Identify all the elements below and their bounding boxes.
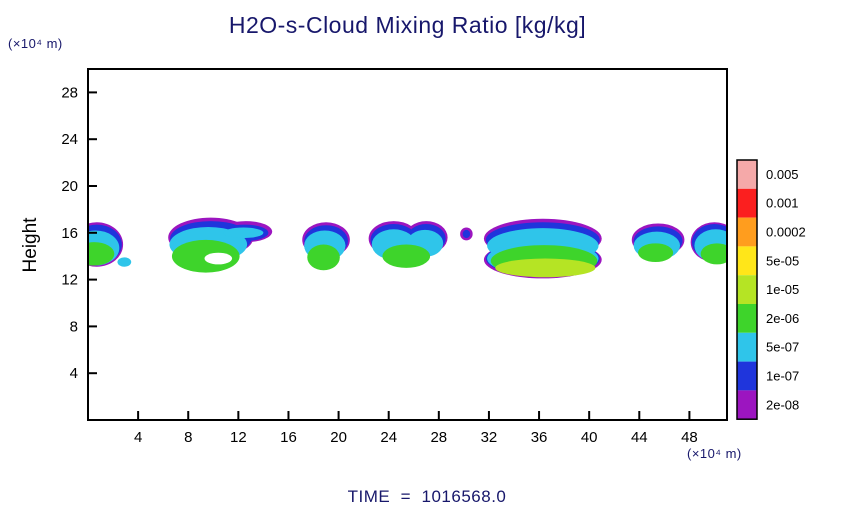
chart-title: H2O-s-Cloud Mixing Ratio [kg/kg] bbox=[228, 12, 587, 38]
x-tick-label: 28 bbox=[430, 429, 447, 446]
y-axis-unit-label: (×10⁴ m) bbox=[8, 36, 63, 51]
y-tick-label: 20 bbox=[61, 178, 78, 195]
colorbar-label: 0.0002 bbox=[766, 225, 806, 240]
colorbar-band bbox=[737, 304, 757, 333]
y-tick-label: 24 bbox=[61, 131, 78, 148]
colorbar-band bbox=[737, 246, 757, 276]
cloud-3 bbox=[302, 222, 350, 271]
colorbar-label: 0.005 bbox=[766, 167, 799, 182]
cloud-dot-1 bbox=[117, 257, 132, 267]
y-tick-label: 28 bbox=[61, 84, 78, 101]
colorbar-band bbox=[737, 390, 757, 420]
cloud-right-edge bbox=[690, 222, 727, 265]
x-axis-unit-label: (×10⁴ m) bbox=[687, 446, 742, 461]
colorbar-band bbox=[737, 160, 757, 189]
x-axis: 4 8 12 16 20 24 28 32 36 40 44 48 bbox=[134, 411, 698, 446]
colorbar-band bbox=[737, 217, 757, 247]
x-tick-label: 12 bbox=[230, 429, 247, 446]
colorbar-label: 5e-07 bbox=[766, 340, 799, 355]
x-tick-label: 20 bbox=[330, 429, 347, 446]
colorbar-label: 5e-05 bbox=[766, 253, 799, 268]
x-tick-label: 24 bbox=[380, 429, 397, 446]
cloud-left-edge bbox=[88, 222, 124, 267]
colorbar-frame bbox=[736, 159, 758, 420]
time-label: TIME = 1016568.0 bbox=[347, 487, 507, 506]
x-tick-label: 36 bbox=[531, 429, 548, 446]
x-tick-label: 8 bbox=[184, 429, 192, 446]
colorbar-band bbox=[737, 361, 757, 391]
x-tick-label: 16 bbox=[280, 429, 297, 446]
cloud-7 bbox=[631, 223, 685, 263]
cloud-4 bbox=[368, 221, 448, 268]
colorbar-label: 1e-07 bbox=[766, 369, 799, 384]
colorbar-band bbox=[737, 188, 757, 218]
x-tick-label: 40 bbox=[581, 429, 598, 446]
cloud-dot-2 bbox=[460, 227, 473, 241]
colorbar-label: 2e-06 bbox=[766, 311, 799, 326]
y-tick-label: 4 bbox=[70, 365, 78, 382]
y-tick-label: 16 bbox=[61, 225, 78, 242]
x-tick-label: 44 bbox=[631, 429, 648, 446]
cloud-big bbox=[483, 218, 602, 279]
axis-box bbox=[87, 68, 728, 421]
colorbar-label: 0.001 bbox=[766, 196, 799, 211]
colorbar-label: 1e-05 bbox=[766, 282, 799, 297]
colorbar: 0.005 0.001 0.0002 5e-05 1e-05 2e-06 5e-07 1e-0… bbox=[736, 159, 806, 420]
colorbar-label: 2e-08 bbox=[766, 397, 799, 412]
x-tick-label: 32 bbox=[481, 429, 498, 446]
y-axis: 4 8 12 16 20 24 28 bbox=[61, 84, 97, 382]
y-tick-label: 12 bbox=[61, 272, 78, 289]
cloud-contours bbox=[88, 217, 727, 279]
y-tick-label: 8 bbox=[70, 318, 78, 335]
colorbar-band bbox=[737, 275, 757, 304]
colorbar-band bbox=[737, 332, 757, 362]
x-tick-label: 4 bbox=[134, 429, 142, 446]
x-tick-label: 48 bbox=[681, 429, 698, 446]
cloud-2 bbox=[168, 217, 273, 273]
